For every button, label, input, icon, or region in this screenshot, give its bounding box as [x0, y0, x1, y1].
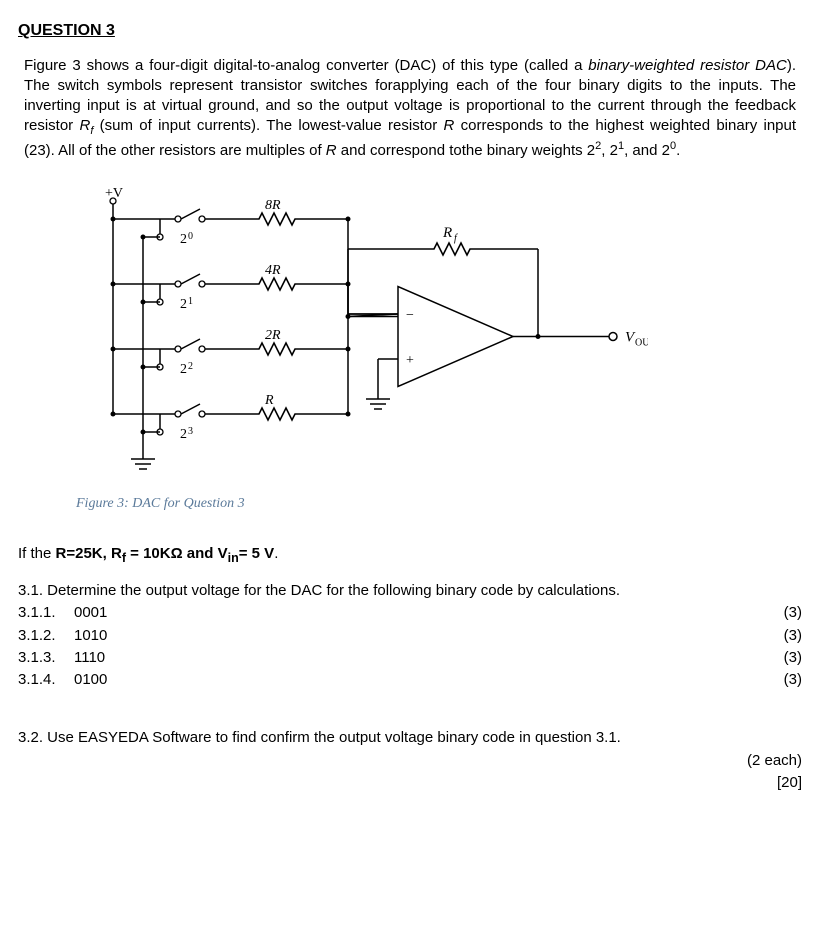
item-number: 3.1.2.: [18, 626, 74, 646]
sub-item: 3.1.2.1010 (3): [18, 626, 802, 646]
item-marks: (3): [784, 648, 802, 668]
svg-text:2R: 2R: [265, 328, 281, 343]
svg-text:OUT: OUT: [635, 338, 648, 349]
svg-text:0: 0: [188, 231, 193, 242]
item-marks: (3): [784, 670, 802, 690]
svg-text:−: −: [406, 308, 414, 323]
item-code: 0001: [74, 603, 107, 623]
item-marks: (3): [784, 626, 802, 646]
item-marks: (3): [784, 603, 802, 623]
q32-prompt: 3.2. Use EASYEDA Software to find confir…: [18, 728, 802, 748]
figure-caption: Figure 3: DAC for Question 3: [76, 495, 802, 514]
svg-text:R: R: [264, 393, 274, 408]
svg-text:4R: 4R: [265, 263, 281, 278]
svg-text:3: 3: [188, 426, 193, 437]
cond-vin-sub: in: [228, 551, 239, 565]
cond-vin: = 5 V: [239, 545, 274, 562]
svg-text:2: 2: [180, 427, 187, 442]
total-marks: [20]: [18, 773, 802, 793]
sub-item: 3.1.1.0001 (3): [18, 603, 802, 623]
item-code: 0100: [74, 670, 107, 690]
svg-text:1: 1: [188, 296, 193, 307]
svg-text:f: f: [454, 233, 458, 244]
question-title: QUESTION 3: [18, 20, 802, 42]
cond-rf: = 10KΩ and V: [126, 545, 228, 562]
svg-text:+: +: [406, 353, 414, 368]
svg-text:8R: 8R: [265, 198, 281, 213]
cond-prefix: If the: [18, 545, 56, 562]
cond-r: R=25K, R: [56, 545, 122, 562]
q31-prompt: 3.1. Determine the output voltage for th…: [18, 581, 802, 601]
sub-item: 3.1.4.0100 (3): [18, 670, 802, 690]
item-code: 1110: [74, 648, 105, 668]
item-number: 3.1.4.: [18, 670, 74, 690]
item-number: 3.1.3.: [18, 648, 74, 668]
svg-text:2: 2: [180, 297, 187, 312]
q32-marks: (2 each): [18, 751, 802, 771]
svg-text:R: R: [442, 225, 452, 241]
svg-text:2: 2: [188, 361, 193, 372]
sub-item: 3.1.3.1110 (3): [18, 648, 802, 668]
item-number: 3.1.1.: [18, 603, 74, 623]
cond-period: .: [274, 545, 278, 562]
item-code: 1010: [74, 626, 107, 646]
conditions-line: If the R=25K, Rf = 10KΩ and Vin= 5 V.: [18, 544, 802, 567]
svg-text:2: 2: [180, 232, 187, 247]
dac-circuit-diagram: +V208R214R222R23R−+VOUTRf: [68, 179, 802, 489]
intro-paragraph: Figure 3 shows a four-digit digital-to-a…: [24, 56, 796, 162]
svg-text:2: 2: [180, 362, 187, 377]
